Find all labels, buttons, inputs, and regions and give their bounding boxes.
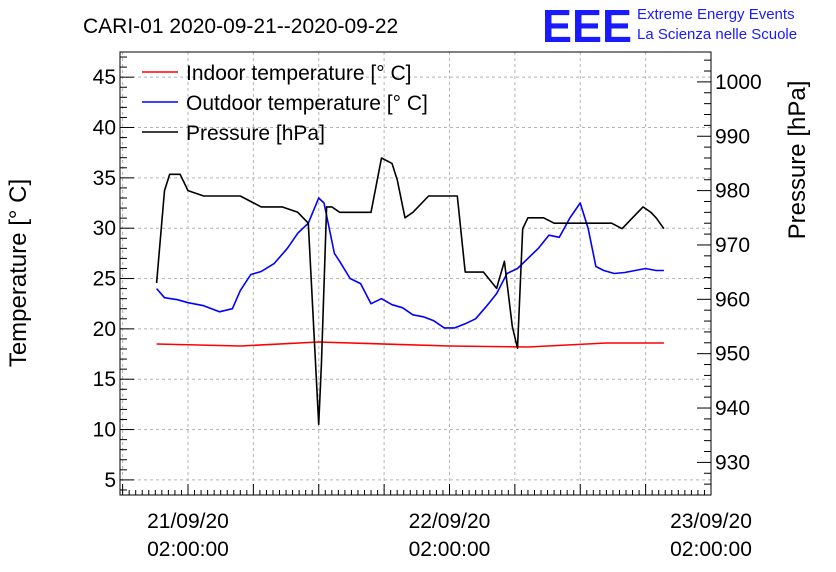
y2-tick-label: 940 xyxy=(715,397,750,420)
plot-frame xyxy=(119,51,712,496)
eee-logo-line1: Extreme Energy Events xyxy=(637,6,795,23)
y-tick-label: 40 xyxy=(93,117,116,140)
y-tick-label: 15 xyxy=(93,368,116,391)
series-line-outdoor-temperature xyxy=(155,197,664,329)
y2-tick-label: 960 xyxy=(715,288,750,311)
eee-logo: EEE Extreme Energy Events La Scienza nel… xyxy=(542,0,797,52)
legend-label: Indoor temperature [° C] xyxy=(186,62,412,85)
legend-label: Outdoor temperature [° C] xyxy=(186,92,428,115)
y-tick-label: 20 xyxy=(93,318,116,341)
y2-axis-title: Pressure [hPa] xyxy=(784,81,811,240)
y-axis-title: Temperature [° C] xyxy=(5,179,32,367)
x-tick-date: 23/09/20 xyxy=(670,510,752,533)
y-tick-label: 25 xyxy=(93,268,116,291)
y-tick-label: 45 xyxy=(93,66,116,89)
series-line-indoor-temperature xyxy=(156,341,664,348)
x-tick-time: 02:00:00 xyxy=(409,538,491,561)
legend: Indoor temperature [° C] Outdoor temperat… xyxy=(142,62,428,145)
x-tick-date: 21/09/20 xyxy=(147,510,229,533)
y-tick-label: 30 xyxy=(93,217,116,240)
x-tick-time: 02:00:00 xyxy=(670,538,752,561)
series-line-pressure xyxy=(155,157,665,426)
eee-logo-line2: La Scienza nelle Scuole xyxy=(637,26,797,43)
y-tick-label: 10 xyxy=(93,419,116,442)
y2-tick-label: 980 xyxy=(715,180,750,203)
legend-label: Pressure [hPa] xyxy=(186,122,325,145)
y-tick-label: 35 xyxy=(93,167,116,190)
y2-tick-label: 970 xyxy=(715,234,750,257)
y2-tick-label: 950 xyxy=(715,343,750,366)
axes: 5 10 15 20 25 30 35 40 45 930 940 950 960 970 980 990 10… xyxy=(93,56,762,561)
x-tick-time: 02:00:00 xyxy=(147,538,229,561)
x-tick-date: 22/09/20 xyxy=(409,510,491,533)
y2-tick-label: 1000 xyxy=(715,71,762,94)
chart-title: CARI-01 2020-09-21--2020-09-22 xyxy=(83,15,398,38)
y2-tick-label: 990 xyxy=(715,125,750,148)
series-layer xyxy=(155,157,665,426)
eee-logo-mark: EEE xyxy=(542,0,632,52)
y2-tick-label: 930 xyxy=(715,451,750,474)
y-tick-label: 5 xyxy=(104,469,116,492)
